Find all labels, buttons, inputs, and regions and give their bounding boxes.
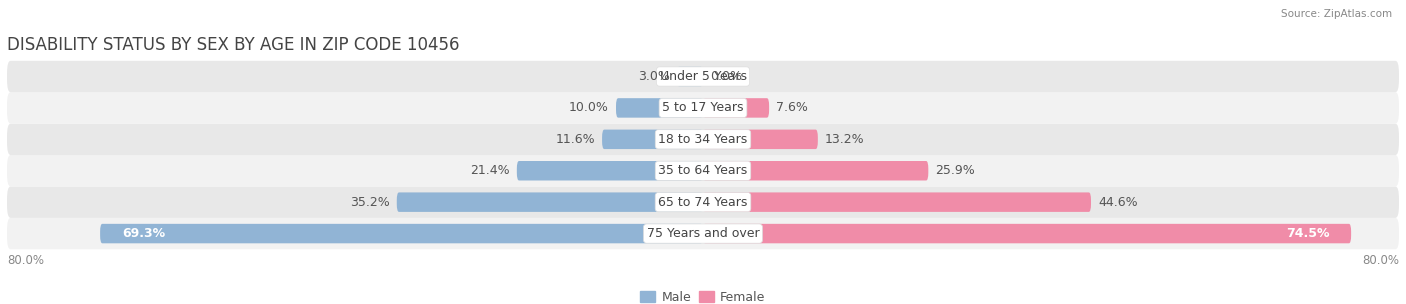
FancyBboxPatch shape <box>517 161 703 181</box>
Text: 13.2%: 13.2% <box>825 133 865 146</box>
FancyBboxPatch shape <box>7 61 1399 92</box>
FancyBboxPatch shape <box>703 192 1091 212</box>
Text: 5 to 17 Years: 5 to 17 Years <box>662 102 744 114</box>
Text: 11.6%: 11.6% <box>555 133 595 146</box>
Text: 74.5%: 74.5% <box>1286 227 1330 240</box>
Text: 65 to 74 Years: 65 to 74 Years <box>658 196 748 209</box>
FancyBboxPatch shape <box>703 130 818 149</box>
FancyBboxPatch shape <box>703 161 928 181</box>
FancyBboxPatch shape <box>703 224 1351 243</box>
Text: 7.6%: 7.6% <box>776 102 808 114</box>
FancyBboxPatch shape <box>7 186 1399 218</box>
Text: Under 5 Years: Under 5 Years <box>659 70 747 83</box>
FancyBboxPatch shape <box>7 124 1399 155</box>
Text: DISABILITY STATUS BY SEX BY AGE IN ZIP CODE 10456: DISABILITY STATUS BY SEX BY AGE IN ZIP C… <box>7 36 460 54</box>
FancyBboxPatch shape <box>7 218 1399 249</box>
FancyBboxPatch shape <box>7 92 1399 124</box>
FancyBboxPatch shape <box>676 67 703 86</box>
Text: 44.6%: 44.6% <box>1098 196 1137 209</box>
FancyBboxPatch shape <box>100 224 703 243</box>
Text: 21.4%: 21.4% <box>470 164 510 177</box>
Text: 75 Years and over: 75 Years and over <box>647 227 759 240</box>
Text: 18 to 34 Years: 18 to 34 Years <box>658 133 748 146</box>
Text: 69.3%: 69.3% <box>122 227 165 240</box>
Text: Source: ZipAtlas.com: Source: ZipAtlas.com <box>1281 9 1392 19</box>
Text: 80.0%: 80.0% <box>1362 254 1399 267</box>
Text: 10.0%: 10.0% <box>569 102 609 114</box>
FancyBboxPatch shape <box>703 98 769 118</box>
Text: 80.0%: 80.0% <box>7 254 44 267</box>
FancyBboxPatch shape <box>396 192 703 212</box>
Legend: Male, Female: Male, Female <box>636 286 770 304</box>
Text: 25.9%: 25.9% <box>935 164 974 177</box>
FancyBboxPatch shape <box>7 155 1399 186</box>
Text: 0.0%: 0.0% <box>710 70 742 83</box>
FancyBboxPatch shape <box>602 130 703 149</box>
Text: 35 to 64 Years: 35 to 64 Years <box>658 164 748 177</box>
Text: 3.0%: 3.0% <box>638 70 669 83</box>
Text: 35.2%: 35.2% <box>350 196 389 209</box>
FancyBboxPatch shape <box>616 98 703 118</box>
